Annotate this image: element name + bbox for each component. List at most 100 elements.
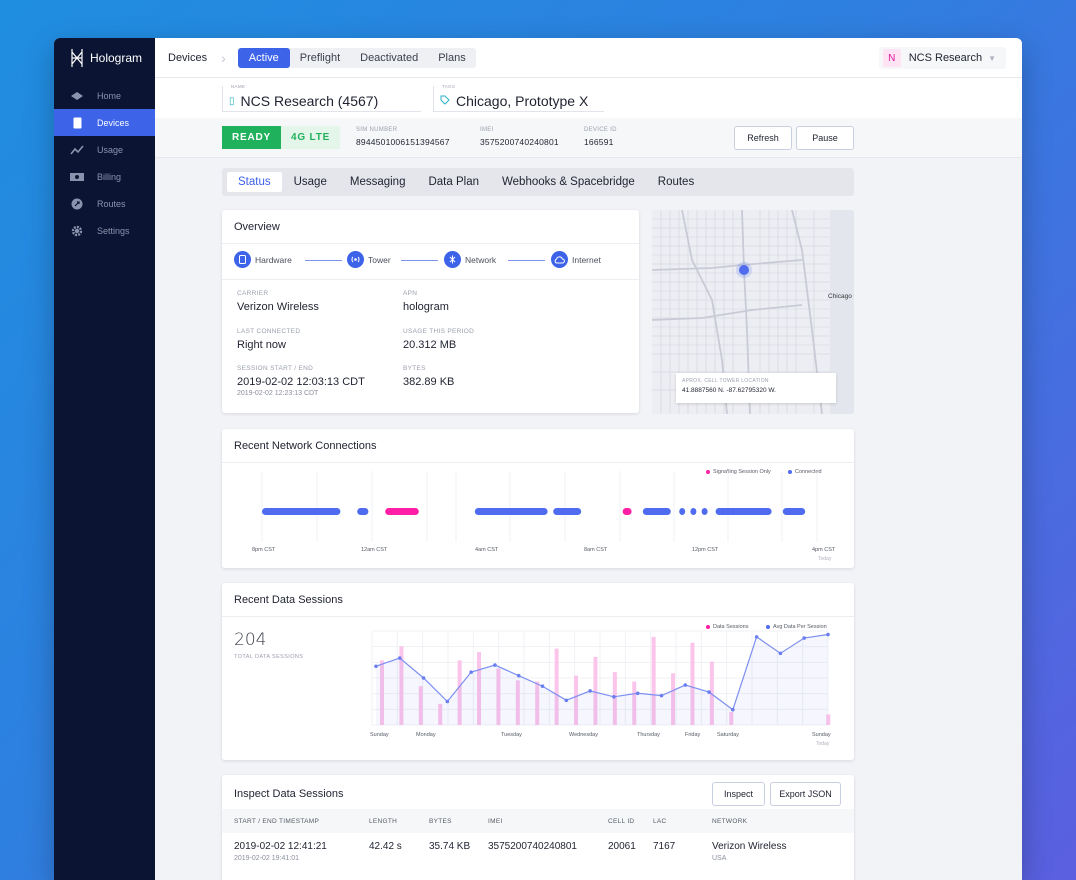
x-tick-label: Thursday: [637, 732, 660, 738]
carrier-value: Verizon Wireless: [237, 301, 319, 313]
total-sessions-label: TOTAL DATA SESSIONS: [234, 654, 304, 660]
top-bar: Devices › Active Preflight Deactivated P…: [155, 38, 1022, 78]
export-json-button[interactable]: Export JSON: [770, 782, 841, 806]
data-sessions-bar: [418, 686, 423, 725]
device-id: DEVICE ID 166591: [584, 127, 617, 147]
step-network: Network: [444, 251, 496, 268]
home-icon: [70, 90, 84, 102]
column-header[interactable]: START / END TIMESTAMP: [234, 818, 320, 825]
chevron-down-icon: ▼: [988, 53, 996, 63]
device-status-tabs: Active Preflight Deactivated Plans: [237, 47, 476, 68]
cell-tower-map[interactable]: Chicago APROX. CELL TOWER LOCATION 41.88…: [652, 210, 854, 414]
sim-value: 8944501006151394567: [356, 137, 450, 147]
avg-data-point: [588, 689, 592, 693]
tab-active[interactable]: Active: [237, 47, 290, 68]
column-header[interactable]: IMEI: [488, 818, 503, 825]
tab-routes[interactable]: Routes: [657, 176, 695, 188]
legend-dot: [706, 625, 710, 629]
org-avatar: N: [882, 49, 901, 67]
column-header[interactable]: NETWORK: [712, 818, 748, 825]
apn: APN hologram: [403, 290, 449, 313]
avg-data-area: [376, 634, 828, 725]
x-tick-label: Saturday: [717, 732, 740, 738]
org-switcher[interactable]: N NCS Research ▼: [878, 47, 1006, 69]
total-sessions-value: 204: [234, 630, 267, 650]
sidebar-item-routes[interactable]: Routes: [54, 190, 155, 217]
data-sessions-bar: [574, 675, 579, 725]
network-connections-card: Recent Network Connections Signalling Se…: [222, 429, 854, 568]
tab-plans[interactable]: Plans: [438, 51, 466, 64]
avg-data-line: [375, 633, 829, 711]
avg-data-point: [540, 684, 545, 689]
sidebar: Hologram Home Devices Usage: [54, 38, 155, 880]
connected-session-bar: [679, 508, 686, 515]
usage-value: 20.312 MB: [403, 339, 457, 351]
sidebar-item-settings[interactable]: Settings: [54, 217, 155, 244]
session-start-value: 2019-02-02 12:03:13 CDT: [237, 376, 365, 388]
tab-status[interactable]: Status: [227, 172, 282, 192]
session-start-end: SESSION START / END 2019-02-02 12:03:13 …: [237, 365, 365, 397]
inspect-button[interactable]: Inspect: [712, 782, 765, 806]
avg-data-point: [635, 691, 640, 696]
last-connected: LAST CONNECTED Right now: [237, 328, 300, 351]
tab-usage[interactable]: Usage: [293, 176, 327, 188]
carrier: CARRIER Verizon Wireless: [237, 290, 319, 313]
tower-marker[interactable]: [739, 265, 749, 275]
device-tags-field[interactable]: TAGS Chicago, Prototype X: [433, 84, 604, 112]
tick-label: 8am CST: [584, 547, 608, 553]
avg-data-point: [826, 632, 830, 637]
gear-icon: [70, 225, 84, 237]
session-end-value: 2019-02-02 12:23:13 CDT: [237, 390, 319, 397]
column-header[interactable]: CELL ID: [608, 818, 635, 825]
status-badge: READY 4G LTE: [222, 126, 341, 149]
sidebar-item-devices[interactable]: Devices: [54, 109, 155, 136]
column-header[interactable]: BYTES: [429, 818, 452, 825]
x-tick-label: Sunday: [370, 732, 389, 738]
imei-label: IMEI: [480, 127, 494, 133]
data-sessions-bar: [380, 660, 384, 725]
table-row[interactable]: 2019-02-02 12:41:21 2019-02-02 19:41:01 …: [222, 833, 854, 873]
column-header[interactable]: LENGTH: [369, 818, 398, 825]
data-sessions-chart: [371, 630, 831, 726]
device-name-field[interactable]: NAME ▯ NCS Research (4567): [222, 84, 421, 112]
cell-end: 2019-02-02 19:41:01: [234, 855, 299, 862]
device-icon: [70, 117, 84, 129]
avg-data-point: [564, 698, 569, 703]
connected-session-bar: [701, 508, 708, 515]
usage-label: USAGE THIS PERIOD: [403, 328, 475, 335]
device-tags-value: Chicago, Prototype X: [456, 93, 589, 109]
sidebar-item-home[interactable]: Home: [54, 82, 155, 109]
routes-icon: [70, 198, 84, 210]
data-sessions-bar: [477, 652, 482, 725]
cell-country: USA: [712, 855, 727, 862]
cell-lac: 7167: [653, 841, 676, 852]
tick-label: 8pm CST: [252, 547, 276, 553]
tab-messaging[interactable]: Messaging: [349, 176, 406, 188]
sidebar-item-usage[interactable]: Usage: [54, 136, 155, 163]
chart-icon: [70, 144, 84, 156]
carrier-label: CARRIER: [237, 290, 269, 297]
device-icon: [234, 251, 251, 268]
tab-preflight[interactable]: Preflight: [299, 51, 341, 64]
tab-data-plan[interactable]: Data Plan: [428, 176, 479, 188]
network-connections-title: Recent Network Connections: [234, 440, 377, 452]
column-header[interactable]: LAC: [653, 818, 667, 825]
sidebar-item-billing[interactable]: Billing: [54, 163, 155, 190]
tab-webhooks[interactable]: Webhooks & Spacebridge: [502, 176, 635, 188]
avg-data-point: [731, 707, 735, 712]
app-logo[interactable]: Hologram: [54, 38, 155, 78]
pause-button[interactable]: Pause: [796, 126, 854, 150]
x-tick-label: Tuesday: [501, 732, 522, 738]
avg-data-point: [469, 670, 473, 674]
connected-session-bar: [357, 508, 369, 515]
app-window: Hologram Home Devices Usage: [54, 38, 1022, 880]
breadcrumb[interactable]: Devices: [168, 51, 208, 64]
refresh-button[interactable]: Refresh: [734, 126, 792, 150]
cell-bytes: 35.74 KB: [429, 841, 471, 852]
usage-this-period: USAGE THIS PERIOD 20.312 MB: [403, 328, 474, 351]
map-city-label: Chicago: [828, 293, 852, 300]
tab-deactivated[interactable]: Deactivated: [360, 51, 419, 64]
last-connected-label: LAST CONNECTED: [237, 328, 301, 335]
signalling-session-bar: [622, 508, 632, 515]
device-name-value: NCS Research (4567): [240, 93, 379, 109]
